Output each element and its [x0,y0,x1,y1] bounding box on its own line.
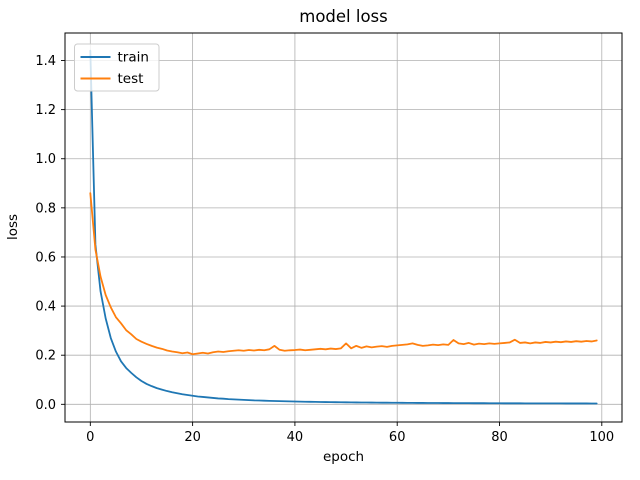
x-tick-label: 40 [287,430,304,445]
train-line [89,49,598,405]
y-tick-label: 1.4 [35,54,56,69]
y-tick-label: 1.0 [35,152,56,167]
test-line [89,192,598,356]
y-tick-label: 1.2 [35,103,56,118]
x-tick-label: 80 [491,430,508,445]
axes-layer: 0 20 40 60 80 100 0.0 0.2 0.4 0.6 0.8 1.0 1.2 1.4 [35,32,623,445]
chart-title: model loss [299,7,388,26]
series-layer [89,49,598,405]
y-tick-label: 0.4 [35,300,56,315]
grid-layer [65,33,622,422]
x-axis-label: epoch [323,449,364,465]
x-tick-label: 20 [184,430,201,445]
x-tick-label: 100 [589,430,614,445]
legend: train test [74,43,160,92]
y-tick-label: 0.0 [35,398,56,413]
y-tick-label: 0.8 [35,201,56,216]
legend-label-train: train [118,50,149,66]
y-tick-label: 0.2 [35,349,56,364]
y-axis-label: loss [5,214,21,240]
x-tick-label: 0 [86,430,94,445]
plot-border [64,32,623,423]
legend-label-test: test [118,71,144,87]
y-tick-label: 0.6 [35,250,56,265]
x-tick-label: 60 [389,430,406,445]
